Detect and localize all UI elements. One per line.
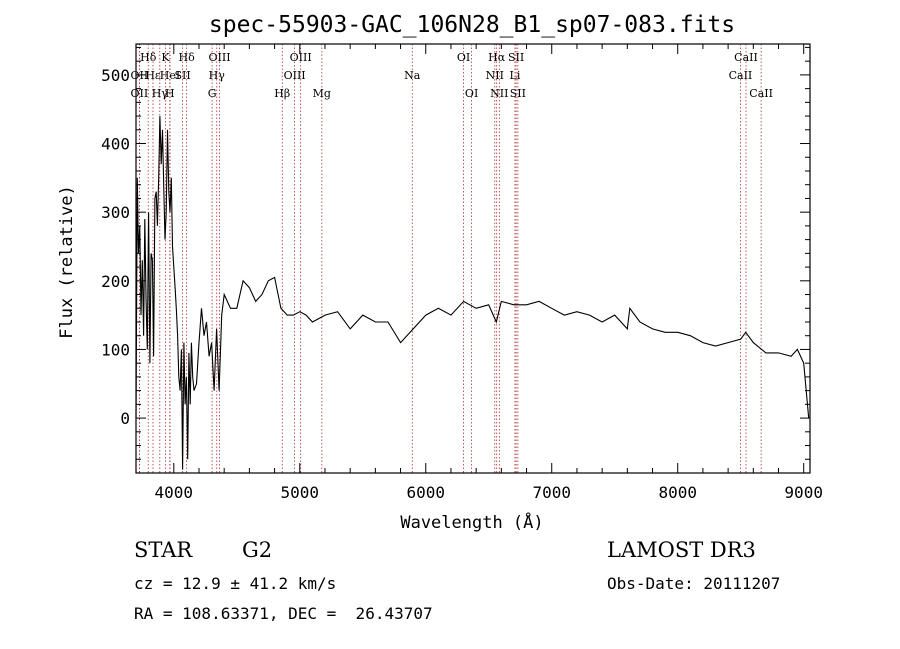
line-label: Hγ <box>152 87 169 100</box>
line-label: CaII <box>729 69 753 82</box>
x-tick-label: 5000 <box>281 483 320 502</box>
y-tick-label: 500 <box>101 66 130 85</box>
x-tick-label: 7000 <box>532 483 571 502</box>
spectrum-line <box>135 116 810 470</box>
line-label: NII <box>486 69 504 82</box>
plot-frame <box>135 43 811 474</box>
object-subclass: G2 <box>242 538 273 562</box>
line-label: OII <box>131 69 149 82</box>
line-label: SII <box>174 69 190 82</box>
line-label: OI <box>465 87 478 100</box>
line-label: Hδ <box>140 51 157 64</box>
y-tick-label: 100 <box>101 340 130 359</box>
x-tick-label: 4000 <box>155 483 194 502</box>
line-label: OII <box>131 87 149 100</box>
line-label: OIII <box>284 69 306 82</box>
coordinates: RA = 108.63371, DEC = 26.43707 <box>134 604 433 623</box>
x-axis-label: Wavelength (Å) <box>400 511 543 533</box>
line-label: Mg <box>313 87 331 100</box>
line-label: OIII <box>208 51 230 64</box>
line-label: Hγ <box>209 69 226 82</box>
line-label: Hε <box>145 69 161 82</box>
y-tick-label: 0 <box>120 409 130 428</box>
line-label: OIII <box>290 51 312 64</box>
redshift-velocity: cz = 12.9 ± 41.2 km/s <box>134 574 337 593</box>
y-tick-label: 300 <box>101 203 130 222</box>
line-label: Hα <box>488 51 506 64</box>
line-label: OI <box>457 51 470 64</box>
line-label: Hβ <box>274 87 290 100</box>
line-label: CaII <box>734 51 758 64</box>
line-label: NII <box>490 87 508 100</box>
line-label: SII <box>508 51 524 64</box>
line-label: HeI <box>160 69 180 82</box>
x-tick-label: 6000 <box>406 483 445 502</box>
y-axis-label: Flux (relative) <box>57 185 77 339</box>
object-type: STAR <box>134 538 193 562</box>
y-tick-label: 400 <box>101 135 130 154</box>
line-label: K <box>161 51 170 64</box>
spectral-line-markers <box>139 44 762 473</box>
chart-title: spec-55903-GAC_106N28_B1_sp07-083.fits <box>209 12 735 38</box>
x-tick-label: 9000 <box>784 483 823 502</box>
line-label: G <box>208 87 217 100</box>
x-tick-label: 8000 <box>658 483 697 502</box>
line-label: Li <box>510 69 521 82</box>
y-tick-label: 200 <box>101 272 130 291</box>
observation-date: Obs-Date: 20111207 <box>607 574 781 593</box>
line-label: H <box>165 87 175 100</box>
line-label: Hδ <box>179 51 196 64</box>
x-axis-ticks: 4000 5000 6000 7000 8000 9000 <box>155 44 823 502</box>
line-label: SII <box>510 87 526 100</box>
spectrum-chart: spec-55903-GAC_106N28_B1_sp07-083.fits H… <box>57 12 823 533</box>
line-label: CaII <box>749 87 773 100</box>
survey-name: LAMOST DR3 <box>607 538 756 562</box>
line-label: Na <box>404 69 421 82</box>
y-axis-ticks: 0 100 200 300 400 500 <box>101 46 810 460</box>
